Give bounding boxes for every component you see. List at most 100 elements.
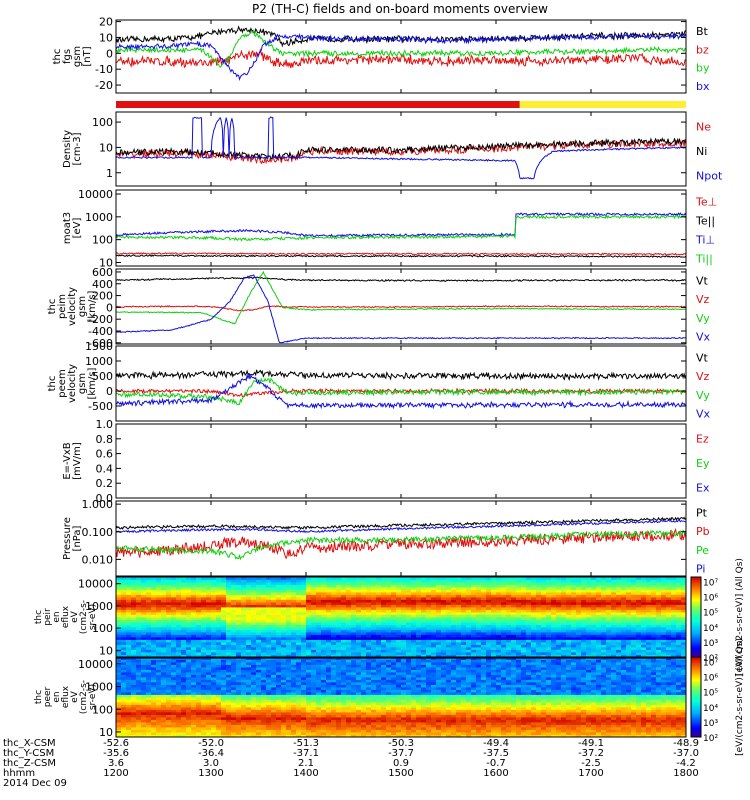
spectrogram-cell [226,714,232,718]
spectrogram-cell [241,602,247,605]
spectrogram-cell [256,589,262,593]
spectrogram-cell [121,707,127,710]
spectrogram-cell [216,697,222,700]
spectrogram-cell [206,647,212,650]
spectrogram-cell [131,587,137,590]
spectrogram-cell [176,624,182,628]
spectrogram-cell [236,617,242,620]
spectrogram-cell [626,579,632,583]
spectrogram-cell [616,654,622,658]
spectrogram-cell [621,629,627,633]
spectrogram-cell [666,577,672,580]
spectrogram-cell [371,597,377,600]
spectrogram-cell [266,614,272,618]
spectrogram-cell [331,637,337,640]
spectrogram-cell [201,634,207,638]
spectrogram-cell [556,612,562,615]
spectrogram-cell [191,717,197,720]
spectrogram-cell [136,599,142,603]
spectrogram-cell [241,719,247,723]
spectrogram-cell [131,709,137,713]
spectrogram-cell [401,639,407,643]
spectrogram-cell [426,582,432,585]
spectrogram-cell [386,587,392,590]
spectrogram-cell [201,712,207,715]
spectrogram-cell [231,734,237,738]
spectrogram-cell [186,702,192,705]
spectrogram-cell [391,647,397,650]
spectrogram-cell [516,587,522,590]
spectrogram-cell [381,609,387,613]
spectrogram-cell [391,627,397,630]
spectrogram-cell [386,597,392,600]
spectrogram-cell [206,699,212,703]
spectrogram-cell [261,704,267,708]
spectrogram-cell [176,724,182,728]
spectrogram-cell [191,642,197,645]
spectrogram-cell [126,577,132,580]
spectrogram-cell [196,629,202,633]
spectrogram-cell [506,652,512,655]
spectrogram-cell [316,584,322,588]
spectrogram-cell [251,654,257,658]
spectrogram-cell [221,647,227,650]
spectrogram-cell [171,704,177,708]
spectrogram-cell [176,662,182,665]
spectrogram-cell [271,624,277,628]
spectrogram-cell [596,619,602,623]
spectrogram-cell [341,627,347,630]
spectrogram-cell [631,594,637,598]
spectrogram-cell [576,652,582,655]
spectrogram-cell [186,669,192,673]
spectrogram-cell [186,674,192,678]
spectrogram-cell [116,617,122,620]
spectrogram-cell [246,637,252,640]
spectrogram-cell [266,617,272,620]
spectrogram-cell [191,669,197,673]
spectrogram-cell [451,622,457,625]
spectrogram-cell [526,619,532,623]
spectrogram-cell [121,692,127,695]
spectrogram-cell [151,617,157,620]
spectrogram-cell [236,667,242,670]
spectrogram-cell [541,642,547,645]
spectrogram-cell [351,592,357,595]
legend-Bt: Bt [696,25,709,38]
spectrogram-cell [511,579,517,583]
spectrogram-cell [281,589,287,593]
spectrogram-cell [331,577,337,580]
spectrogram-cell [131,729,137,733]
spectrogram-cell [411,627,417,630]
spectrogram-cell [126,584,132,588]
spectrogram-cell [251,672,257,675]
spectrogram-cell [266,612,272,615]
spectrogram-cell [676,622,682,625]
spectrogram-cell [241,722,247,725]
spectrogram-cell [481,602,487,605]
spectrogram-cell [436,594,442,598]
spectrogram-cell [186,617,192,620]
spectrogram-cell [151,637,157,640]
spectrogram-cell [346,632,352,635]
spectrogram-cell [356,587,362,590]
spectrogram-cell [206,629,212,633]
spectrogram-cell [276,654,282,658]
spectrogram-cell [241,732,247,735]
spectrogram-cell [646,634,652,638]
spectrogram-cell [606,594,612,598]
spectrogram-cell [211,649,217,653]
spectrogram-cell [206,587,212,590]
spectrogram-cell [211,584,217,588]
spectrogram-cell [676,652,682,655]
spectrogram-cell [116,687,122,690]
spectrogram-cell [466,637,472,640]
spectrogram-cell [551,592,557,595]
spectrogram-cell [201,584,207,588]
spectrogram-cell [501,614,507,618]
spectrogram-cell [376,644,382,648]
spectrogram-cell [496,602,502,605]
spectrogram-cell [256,622,262,625]
spectrogram-cell [226,582,232,585]
spectrogram-cell [501,602,507,605]
spectrogram-cell [326,642,332,645]
